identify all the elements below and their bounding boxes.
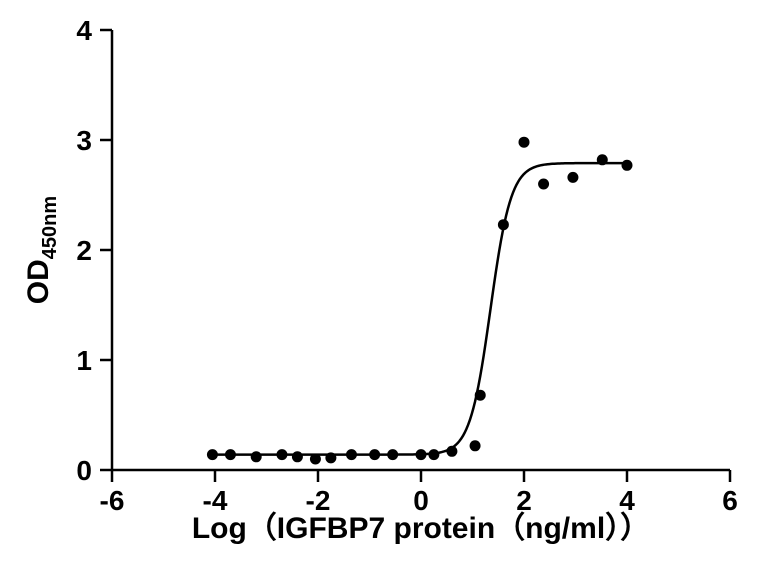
x-tick-label: -6 — [100, 485, 125, 516]
y-tick-label: 3 — [76, 125, 92, 156]
data-point — [519, 137, 530, 148]
data-point — [346, 449, 357, 460]
data-point — [475, 390, 486, 401]
dose-response-chart: -6-4-2024601234Log（IGFBP7 protein（ng/ml）… — [0, 0, 773, 573]
data-point — [310, 454, 321, 465]
data-point — [567, 172, 578, 183]
data-point — [207, 449, 218, 460]
data-point — [387, 449, 398, 460]
data-point — [292, 451, 303, 462]
data-point — [428, 449, 439, 460]
data-point — [276, 449, 287, 460]
data-point — [369, 449, 380, 460]
data-point — [622, 160, 633, 171]
fit-curve — [212, 163, 627, 455]
y-axis-title: OD450nm — [22, 196, 61, 304]
data-point — [538, 179, 549, 190]
chart-container: -6-4-2024601234Log（IGFBP7 protein（ng/ml）… — [0, 0, 773, 573]
data-point — [498, 219, 509, 230]
y-tick-label: 2 — [76, 235, 92, 266]
data-point — [470, 440, 481, 451]
x-axis-title: Log（IGFBP7 protein（ng/ml）） — [192, 511, 650, 545]
y-tick-label: 1 — [76, 345, 92, 376]
data-point — [325, 452, 336, 463]
data-point — [251, 451, 262, 462]
data-point — [446, 446, 457, 457]
data-point — [597, 154, 608, 165]
data-point — [225, 449, 236, 460]
x-tick-label: 6 — [722, 485, 738, 516]
data-point — [416, 449, 427, 460]
y-tick-label: 0 — [76, 455, 92, 486]
y-tick-label: 4 — [76, 15, 92, 46]
